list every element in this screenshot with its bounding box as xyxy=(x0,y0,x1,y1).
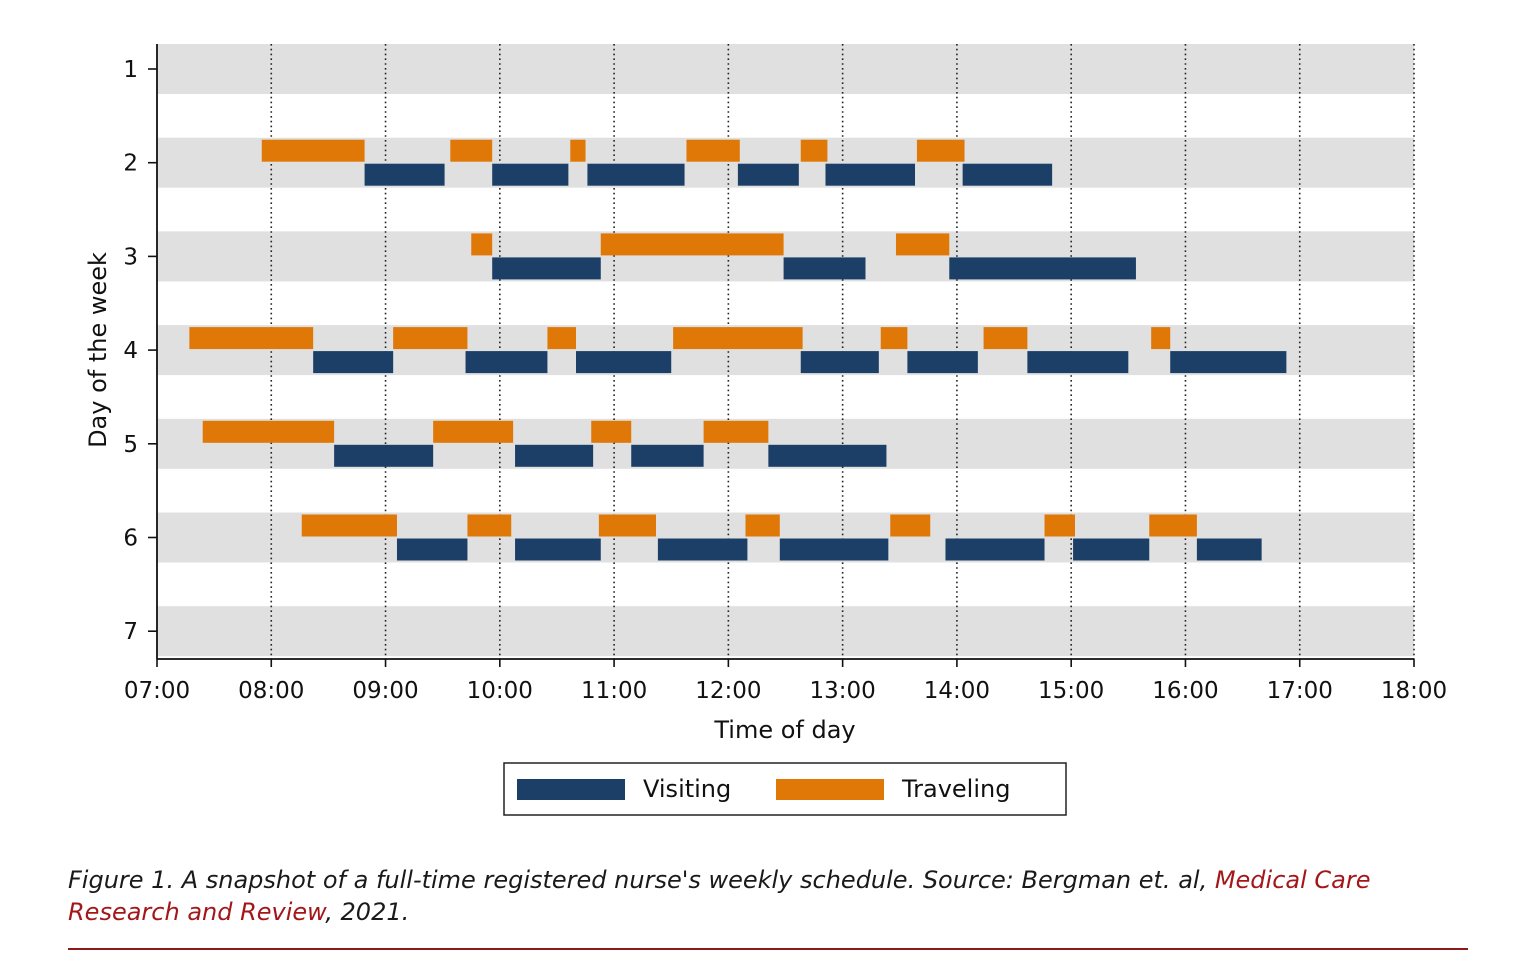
bar-visiting-day6-21 xyxy=(515,538,601,561)
legend-swatch-visiting xyxy=(517,779,625,800)
caption-divider xyxy=(68,948,1468,950)
day-band-7 xyxy=(157,606,1414,657)
bar-visiting-day2-5 xyxy=(962,163,1053,186)
caption-text: Figure 1. A snapshot of a full-time regi… xyxy=(68,866,1215,894)
caption-year: , 2021. xyxy=(325,898,410,926)
bar-visiting-day2-2 xyxy=(587,163,685,186)
bar-traveling-day4-13 xyxy=(880,327,908,350)
bar-traveling-day4-10 xyxy=(393,327,468,350)
figure-caption: Figure 1. A snapshot of a full-time regi… xyxy=(68,864,1448,928)
x-tick-label-1700: 17:00 xyxy=(1267,678,1333,704)
bar-traveling-day4-9 xyxy=(189,327,314,350)
bar-visiting-day6-23 xyxy=(779,538,889,561)
bar-visiting-day4-13 xyxy=(907,351,978,374)
bar-traveling-day2-0 xyxy=(261,139,365,162)
schedule-bars xyxy=(189,139,1287,561)
bar-traveling-day3-8 xyxy=(895,233,950,256)
bar-visiting-day4-14 xyxy=(1027,351,1129,374)
bar-visiting-day4-11 xyxy=(576,351,672,374)
bar-visiting-day2-4 xyxy=(825,163,916,186)
legend-label-visiting: Visiting xyxy=(643,775,731,803)
bar-traveling-day6-22 xyxy=(598,514,656,537)
x-tick-label-1000: 10:00 xyxy=(467,678,533,704)
bar-traveling-day4-15 xyxy=(1151,327,1171,350)
x-tick-label-1600: 16:00 xyxy=(1152,678,1218,704)
x-tick-label-1300: 13:00 xyxy=(809,678,875,704)
legend: Visiting Traveling xyxy=(503,762,1067,816)
tick-labels: 07:00 08:00 09:00 10:00 11:00 12:00 13:00 14:00… xyxy=(123,57,1447,704)
x-tick-label-1800: 18:00 xyxy=(1381,678,1447,704)
x-tick-label-1500: 15:00 xyxy=(1038,678,1104,704)
bar-traveling-day6-23 xyxy=(745,514,780,537)
bar-visiting-day6-20 xyxy=(396,538,468,561)
bar-traveling-day6-21 xyxy=(467,514,512,537)
y-tick-label-1: 1 xyxy=(123,57,138,83)
y-tick-label-2: 2 xyxy=(123,151,138,177)
schedule-chart: 07:00 08:00 09:00 10:00 11:00 12:00 13:00 14:00… xyxy=(84,44,1447,816)
bar-traveling-day5-18 xyxy=(591,420,632,443)
bar-visiting-day5-18 xyxy=(631,444,704,467)
bar-traveling-day2-2 xyxy=(570,139,586,162)
y-tick-label-6: 6 xyxy=(123,526,138,552)
bar-traveling-day3-7 xyxy=(600,233,784,256)
axes xyxy=(148,44,1415,667)
day-band-1 xyxy=(157,44,1414,94)
bar-traveling-day5-16 xyxy=(202,420,335,443)
bar-visiting-day5-17 xyxy=(515,444,594,467)
bar-traveling-day6-20 xyxy=(301,514,397,537)
bar-visiting-day4-10 xyxy=(465,351,548,374)
bar-traveling-day5-17 xyxy=(433,420,514,443)
bar-visiting-day3-7 xyxy=(783,257,866,280)
y-axis-label: Day of the week xyxy=(84,252,112,448)
x-tick-label-0900: 09:00 xyxy=(352,678,418,704)
y-tick-label-7: 7 xyxy=(123,619,138,645)
y-tick-label-5: 5 xyxy=(123,432,138,458)
bar-visiting-day6-25 xyxy=(1073,538,1150,561)
bar-traveling-day3-6 xyxy=(471,233,493,256)
bar-visiting-day2-1 xyxy=(492,163,569,186)
bar-visiting-day4-9 xyxy=(313,351,394,374)
bar-visiting-day2-3 xyxy=(737,163,799,186)
bar-traveling-day2-1 xyxy=(450,139,493,162)
y-tick-label-4: 4 xyxy=(123,338,138,364)
y-tick-label-3: 3 xyxy=(123,244,138,270)
legend-swatch-traveling xyxy=(776,779,884,800)
x-tick-label-0700: 07:00 xyxy=(124,678,190,704)
x-tick-label-1200: 12:00 xyxy=(695,678,761,704)
day-bands xyxy=(157,44,1414,657)
bar-traveling-day2-3 xyxy=(686,139,740,162)
legend-label-traveling: Traveling xyxy=(901,775,1010,803)
bar-visiting-day6-24 xyxy=(945,538,1045,561)
x-tick-label-1400: 14:00 xyxy=(924,678,990,704)
bar-traveling-day2-4 xyxy=(800,139,828,162)
x-tick-label-0800: 08:00 xyxy=(238,678,304,704)
bar-visiting-day4-12 xyxy=(800,351,879,374)
bar-traveling-day6-24 xyxy=(890,514,931,537)
bar-visiting-day6-22 xyxy=(657,538,748,561)
bar-traveling-day6-25 xyxy=(1044,514,1075,537)
bar-traveling-day2-5 xyxy=(916,139,965,162)
bar-traveling-day4-12 xyxy=(673,327,803,350)
bar-visiting-day6-26 xyxy=(1196,538,1262,561)
bar-traveling-day4-11 xyxy=(547,327,576,350)
bar-visiting-day5-19 xyxy=(768,444,887,467)
bar-visiting-day2-0 xyxy=(364,163,445,186)
x-tick-label-1100: 11:00 xyxy=(581,678,647,704)
bar-visiting-day3-8 xyxy=(949,257,1136,280)
bar-visiting-day5-16 xyxy=(334,444,434,467)
bar-visiting-day4-15 xyxy=(1170,351,1287,374)
bar-visiting-day3-6 xyxy=(492,257,601,280)
bar-traveling-day5-19 xyxy=(703,420,769,443)
x-axis-label: Time of day xyxy=(713,716,855,744)
bar-traveling-day4-14 xyxy=(983,327,1028,350)
bar-traveling-day6-26 xyxy=(1149,514,1197,537)
caption-journal-link[interactable]: Medical Care Research and Review xyxy=(68,866,1371,926)
